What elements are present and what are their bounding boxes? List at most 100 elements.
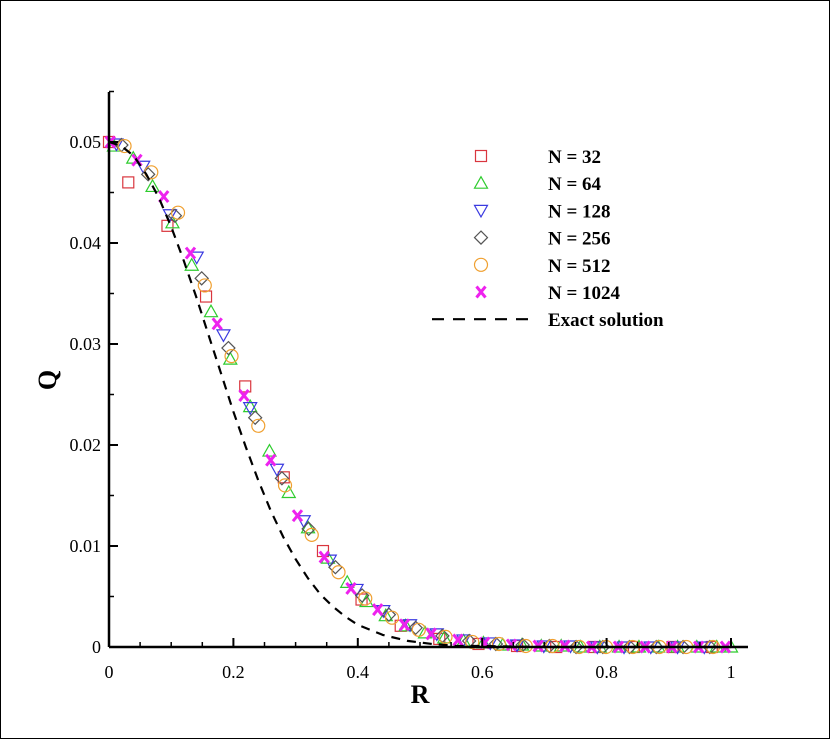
data-point bbox=[304, 527, 319, 542]
legend-marker bbox=[474, 149, 488, 163]
y-tick-label: 0.04 bbox=[70, 233, 102, 253]
legend-label: N = 512 bbox=[548, 256, 611, 277]
data-point bbox=[247, 410, 263, 426]
data-point bbox=[170, 205, 186, 220]
y-tick-label: 0.01 bbox=[70, 536, 102, 556]
legend-marker bbox=[473, 175, 489, 189]
data-point bbox=[649, 639, 664, 655]
data-point bbox=[622, 639, 637, 655]
legend: N = 32 N = 64 N = 128 N = 256 N = 512 N = 102… bbox=[432, 147, 664, 331]
y-axis-title: Q bbox=[33, 370, 62, 390]
data-point bbox=[411, 622, 426, 637]
y-tick-label: 0.02 bbox=[70, 435, 102, 455]
data-point bbox=[301, 521, 317, 537]
data-point bbox=[372, 603, 384, 617]
data-point bbox=[438, 629, 453, 645]
series-5 bbox=[117, 138, 721, 655]
data-point bbox=[251, 418, 266, 433]
data-point bbox=[238, 389, 250, 402]
axes bbox=[107, 92, 748, 649]
data-point bbox=[203, 303, 219, 318]
series-1 bbox=[102, 135, 718, 654]
data-point bbox=[194, 271, 210, 286]
data-point bbox=[184, 257, 200, 271]
legend-label: Exact solution bbox=[548, 310, 664, 331]
data-point bbox=[491, 636, 507, 652]
data-point bbox=[117, 138, 132, 154]
y-ticks: 0 0.01 0.02 0.03 0.04 0.05 bbox=[70, 90, 118, 657]
data-point bbox=[398, 618, 411, 632]
data-point bbox=[221, 340, 236, 356]
data-point bbox=[274, 470, 290, 486]
data-point bbox=[215, 329, 231, 343]
data-point bbox=[242, 398, 258, 413]
data-point bbox=[135, 160, 151, 174]
data-point bbox=[358, 591, 373, 606]
legend-marker bbox=[473, 230, 489, 245]
data-point bbox=[345, 581, 357, 595]
data-point bbox=[184, 246, 197, 260]
data-point bbox=[291, 509, 304, 523]
legend-label: N = 32 bbox=[548, 147, 601, 168]
y-tick-label: 0.05 bbox=[70, 132, 102, 152]
data-point bbox=[384, 610, 400, 625]
exact-solution-line bbox=[108, 140, 731, 649]
data-point bbox=[465, 634, 480, 650]
data-point bbox=[675, 639, 691, 655]
legend-marker bbox=[475, 285, 487, 299]
x-tick-label: 1 bbox=[727, 662, 736, 682]
data-point bbox=[265, 453, 277, 467]
plot-content bbox=[102, 135, 739, 655]
legend-label: N = 128 bbox=[548, 201, 611, 222]
data-point bbox=[261, 443, 278, 457]
y-tick-label: 0.03 bbox=[70, 334, 102, 354]
data-point bbox=[505, 638, 518, 652]
x-axis-title: R bbox=[411, 680, 430, 709]
x-ticks: 0 0.2 0.4 0.6 0.8 1 bbox=[105, 638, 736, 682]
data-point bbox=[269, 463, 285, 477]
data-point bbox=[354, 588, 370, 603]
data-point bbox=[122, 176, 135, 189]
x-tick-label: 0 bbox=[105, 662, 114, 682]
data-point bbox=[452, 633, 464, 647]
data-point bbox=[702, 639, 718, 655]
data-point bbox=[167, 208, 183, 224]
data-point bbox=[514, 637, 530, 651]
legend-label: N = 64 bbox=[548, 174, 602, 195]
series-2 bbox=[106, 138, 739, 653]
data-point bbox=[242, 402, 258, 416]
data-point bbox=[318, 550, 330, 564]
data-point bbox=[222, 351, 238, 365]
legend-marker bbox=[473, 204, 489, 219]
legend-marker bbox=[473, 257, 489, 272]
legend-label: N = 256 bbox=[548, 229, 611, 250]
data-point bbox=[277, 478, 293, 493]
x-tick-label: 0.2 bbox=[222, 662, 245, 682]
x-tick-label: 0.8 bbox=[595, 662, 618, 682]
data-point bbox=[140, 166, 156, 182]
data-point bbox=[425, 627, 437, 641]
data-point bbox=[328, 559, 343, 575]
data-point bbox=[197, 278, 212, 293]
data-point bbox=[331, 565, 346, 580]
x-tick-label: 0.4 bbox=[347, 662, 370, 682]
y-tick-label: 0 bbox=[92, 637, 101, 657]
x-tick-label: 0.6 bbox=[471, 662, 494, 682]
series-7 bbox=[108, 140, 731, 649]
data-point bbox=[145, 178, 161, 193]
series-6 bbox=[104, 135, 732, 654]
series-4 bbox=[114, 137, 718, 655]
data-point bbox=[199, 290, 213, 303]
data-point bbox=[381, 607, 397, 623]
data-point bbox=[211, 317, 223, 331]
series-3 bbox=[108, 138, 712, 655]
legend-label: N = 1024 bbox=[548, 283, 621, 304]
data-point bbox=[224, 349, 239, 364]
data-point bbox=[408, 620, 423, 636]
data-point bbox=[339, 574, 355, 588]
data-point bbox=[488, 636, 504, 652]
data-point bbox=[568, 639, 584, 655]
data-point bbox=[300, 520, 316, 534]
